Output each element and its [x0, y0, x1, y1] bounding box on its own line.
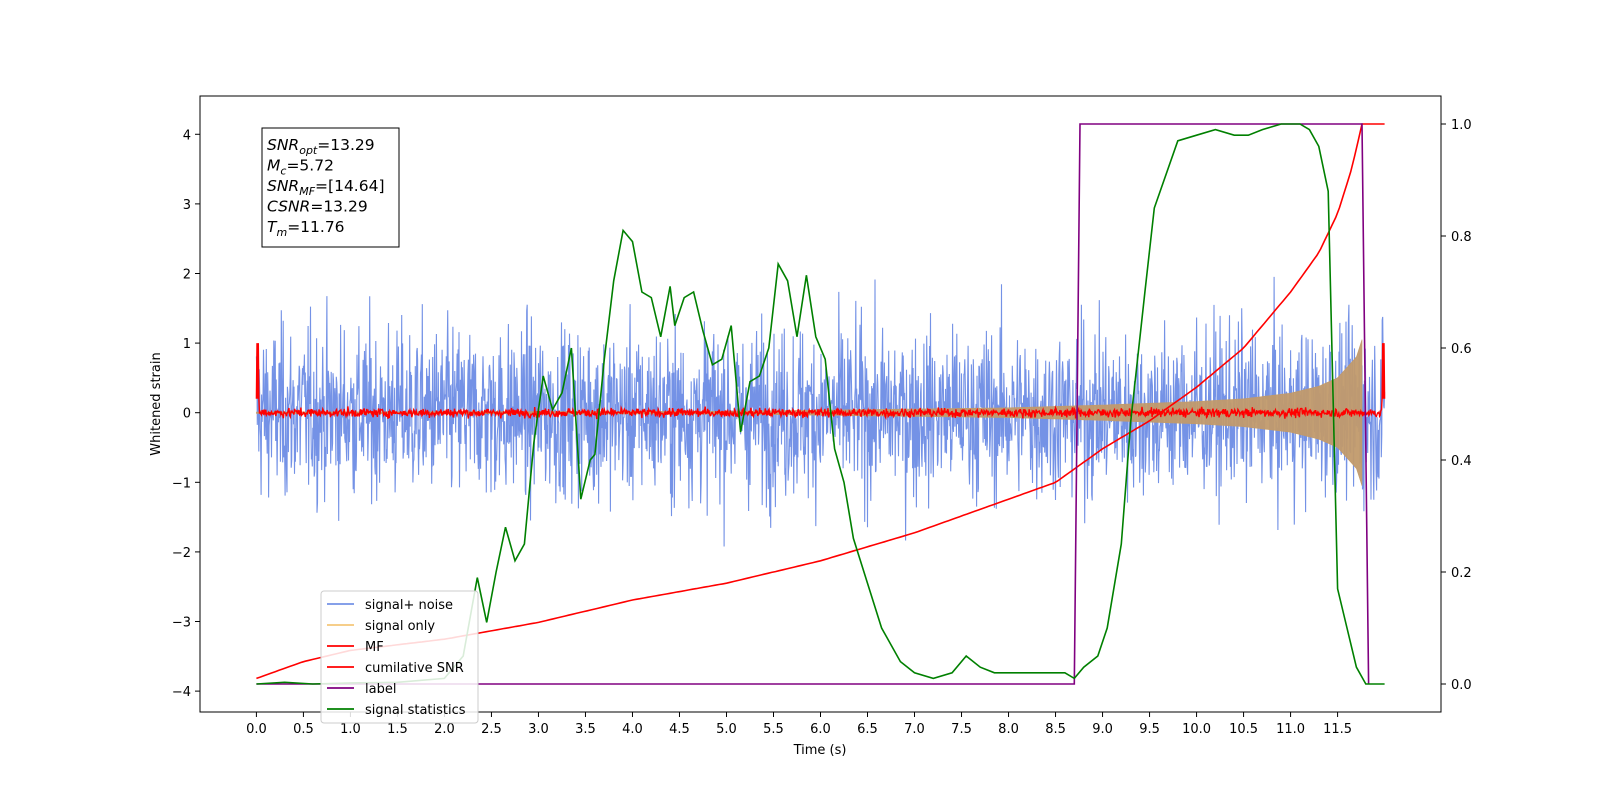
y-tick-label: −1 [172, 476, 191, 491]
x-tick-label: 0.0 [246, 722, 267, 737]
series-line-signal-statistics [256, 123, 1385, 685]
x-tick-label: 2.5 [481, 722, 502, 737]
x-tick-label: 8.5 [1045, 722, 1066, 737]
x-tick-label: 6.5 [857, 722, 878, 737]
x-tick-label: 1.5 [387, 722, 408, 737]
x-tick-label: 5.0 [716, 722, 737, 737]
x-tick-label: 7.0 [904, 722, 925, 737]
y2-tick-label: 0.0 [1451, 678, 1472, 693]
x-tick-label: 9.0 [1092, 722, 1113, 737]
y2-tick-label: 0.2 [1451, 566, 1472, 581]
y-tick-label: 0 [183, 407, 191, 422]
annotation-line: CSNR=13.29 [267, 198, 368, 216]
legend-label: MF [365, 640, 384, 655]
x-tick-label: 11.0 [1276, 722, 1305, 737]
series-line-mf [255, 343, 1386, 421]
x-tick-label: 7.5 [951, 722, 972, 737]
y-axis-label: Whitened strain [149, 352, 164, 455]
legend-label: signal only [365, 619, 435, 634]
y2-tick-label: 0.6 [1451, 342, 1472, 357]
x-tick-label: 8.0 [998, 722, 1019, 737]
x-tick-label: 10.0 [1182, 722, 1211, 737]
y-tick-label: 2 [183, 267, 191, 282]
y-tick-label: −4 [172, 685, 191, 700]
annotation-line: SNRopt=13.29 [267, 136, 375, 157]
x-tick-label: 3.0 [528, 722, 549, 737]
annotation-line: Mc=5.72 [267, 157, 334, 178]
y2-tick-label: 0.8 [1451, 230, 1472, 245]
legend-frame [320, 590, 479, 724]
x-tick-label: 4.5 [669, 722, 690, 737]
y-tick-label: 4 [183, 128, 191, 143]
legend-label: signal+ noise [365, 598, 453, 613]
legend: signal+ noise signal only MF cumilative SNR… [320, 590, 479, 724]
x-tick-label: 3.5 [575, 722, 596, 737]
x-tick-label: 6.0 [810, 722, 831, 737]
x-tick-label: 0.5 [293, 722, 314, 737]
annotation-line: Tm=11.76 [267, 218, 345, 239]
series-line-label [256, 123, 1370, 685]
x-axis: 0.0 0.5 1.0 1.5 2.0 2.5 3.0 3.5 4.0 4.5 5.0 5.5 6.0 6… [246, 712, 1352, 737]
y2-tick-label: 1.0 [1451, 118, 1472, 133]
legend-label: label [365, 682, 396, 697]
y-tick-label: −3 [172, 616, 191, 631]
y-axis-left: −4 −3 −2 −1 0 1 2 3 4 [172, 128, 200, 700]
y-axis-right: 0.0 0.2 0.4 0.6 0.8 1.0 [1441, 118, 1472, 693]
x-tick-label: 10.5 [1229, 722, 1258, 737]
x-tick-label: 5.5 [763, 722, 784, 737]
annotation-frame [261, 127, 400, 248]
x-tick-label: 11.5 [1323, 722, 1352, 737]
x-tick-label: 4.0 [622, 722, 643, 737]
y2-tick-label: 0.4 [1451, 454, 1472, 469]
x-tick-label: 9.5 [1139, 722, 1160, 737]
x-axis-label: Time (s) [793, 743, 847, 758]
series-line-signal-noise [255, 276, 1386, 547]
y-tick-label: 1 [183, 337, 191, 352]
annotation-line: SNRMF=[14.64] [267, 177, 385, 198]
x-tick-label: 2.0 [434, 722, 455, 737]
x-tick-label: 1.0 [340, 722, 361, 737]
legend-label: signal statistics [365, 703, 466, 718]
annotation-box: SNRopt=13.29Mc=5.72SNRMF=[14.64]CSNR=13.… [261, 127, 400, 248]
y-tick-label: 3 [183, 198, 191, 213]
legend-label: cumilative SNR [365, 661, 464, 676]
y-tick-label: −2 [172, 546, 191, 561]
